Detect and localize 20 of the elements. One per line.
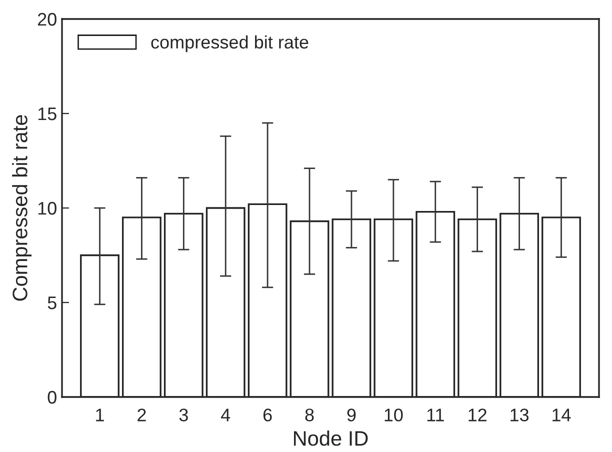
x-tick-label: 13: [510, 408, 529, 422]
legend-label: compressed bit rate: [151, 35, 308, 52]
x-tick-label: 8: [305, 408, 314, 422]
y-axis-title: Compressed bit rate: [12, 115, 32, 301]
y-tick-label: 10: [38, 202, 56, 215]
x-tick-label: 3: [179, 408, 188, 422]
x-tick-label: 9: [347, 408, 356, 422]
y-tick-label: 5: [48, 296, 56, 310]
x-tick-label: 10: [384, 408, 403, 422]
x-tick-label: 14: [552, 408, 571, 422]
x-tick-label: 4: [221, 408, 230, 422]
y-tick-label: 0: [48, 390, 56, 404]
x-tick-label: 12: [468, 408, 486, 422]
x-tick-label: 1: [96, 408, 104, 422]
y-tick-label: 20: [38, 12, 56, 26]
x-axis-title: Node ID: [294, 430, 368, 446]
x-tick-label: 6: [263, 408, 272, 422]
y-tick-label: 15: [38, 108, 56, 120]
x-tick-label: 2: [138, 408, 146, 422]
x-tick-label: 11: [427, 408, 444, 422]
